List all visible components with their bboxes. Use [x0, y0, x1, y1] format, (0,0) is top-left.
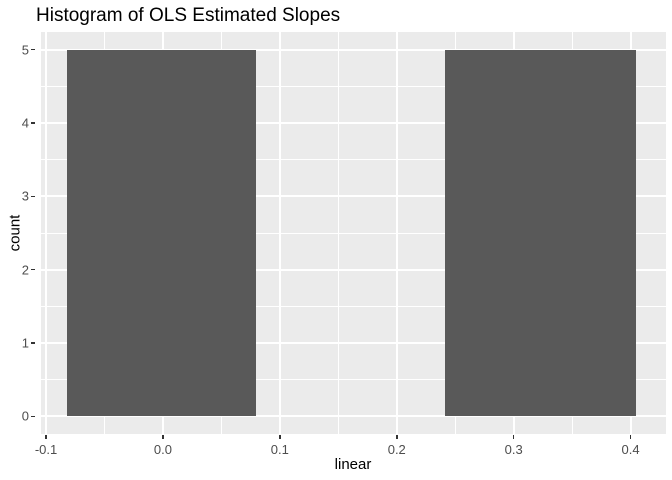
grid-minor-horizontal — [41, 85, 666, 87]
y-tick-label: 3 — [21, 188, 29, 204]
plot-panel — [41, 32, 666, 434]
grid-minor-horizontal — [41, 232, 666, 234]
grid-major-horizontal — [41, 342, 666, 345]
y-axis-tick — [31, 268, 35, 271]
y-axis-tick — [31, 195, 35, 198]
x-axis-tick — [279, 435, 281, 439]
x-axis-tick — [629, 435, 632, 439]
x-axis-tick — [396, 435, 398, 439]
x-tick-label: 0.0 — [153, 442, 172, 457]
grid-major-vertical — [45, 32, 48, 434]
x-tick-label: 0.3 — [504, 442, 523, 457]
y-axis-tick — [31, 342, 35, 344]
y-tick-label: 4 — [21, 115, 29, 131]
histogram-bar — [444, 49, 637, 417]
y-axis-title: count — [6, 214, 24, 252]
y-axis-tick — [31, 122, 35, 124]
x-tick-label: -0.1 — [34, 442, 58, 457]
y-tick-label: 1 — [21, 335, 29, 351]
grid-major-horizontal — [41, 48, 666, 51]
y-axis-tick — [31, 48, 35, 51]
histogram-bar — [67, 49, 257, 417]
x-tick-label: 0.1 — [270, 442, 289, 457]
grid-minor-horizontal — [41, 379, 666, 381]
x-axis-tick — [512, 435, 515, 439]
grid-major-vertical — [395, 32, 398, 434]
y-axis-tick — [31, 415, 35, 418]
grid-major-horizontal — [41, 415, 666, 418]
grid-major-horizontal — [41, 195, 666, 198]
y-tick-label: 0 — [21, 408, 29, 424]
grid-minor-horizontal — [41, 159, 666, 161]
x-axis-tick — [45, 435, 47, 439]
grid-minor-horizontal — [41, 305, 666, 307]
x-axis-title: linear — [334, 456, 372, 473]
x-axis-tick — [162, 435, 164, 439]
x-tick-label: 0.4 — [621, 442, 640, 457]
y-tick-label: 5 — [21, 42, 29, 58]
grid-major-horizontal — [41, 268, 666, 271]
grid-major-horizontal — [41, 121, 666, 124]
x-tick-label: 0.2 — [387, 442, 406, 457]
grid-major-vertical — [278, 32, 281, 434]
y-tick-label: 2 — [21, 262, 29, 278]
chart-title: Histogram of OLS Estimated Slopes — [36, 5, 341, 26]
